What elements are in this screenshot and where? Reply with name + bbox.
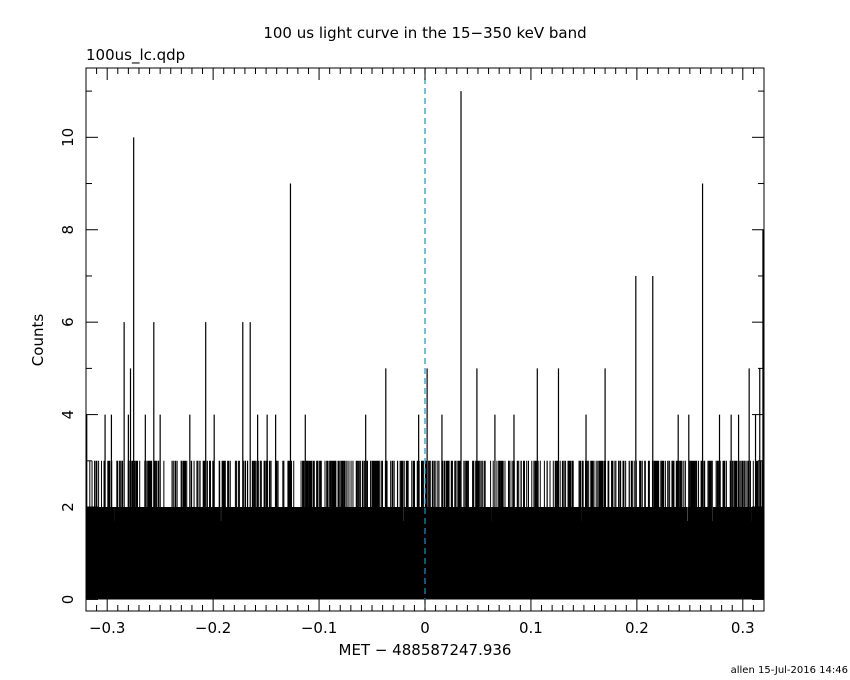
y-axis-ticks: 0 2 4 6 8 10	[59, 90, 764, 605]
y-tick-label: 6	[59, 317, 77, 327]
x-tick-label: 0.1	[519, 619, 543, 637]
chart-title: 100 us light curve in the 15−350 keV ban…	[263, 24, 586, 42]
x-tick-label: −0.1	[301, 619, 337, 637]
chart-subtitle: 100us_lc.qdp	[86, 46, 185, 65]
x-tick-label: 0.3	[731, 619, 755, 637]
x-tick-label: 0	[420, 619, 430, 637]
x-tick-label: −0.3	[89, 619, 125, 637]
footer-stamp: allen 15-Jul-2016 14:46	[731, 665, 848, 676]
x-axis-label: MET − 488587247.936	[339, 641, 512, 659]
y-tick-label: 0	[59, 595, 77, 605]
x-tick-label: 0.2	[625, 619, 649, 637]
y-tick-label: 10	[59, 128, 77, 147]
y-axis-label: Counts	[29, 314, 47, 367]
y-tick-label: 8	[59, 225, 77, 235]
y-tick-label: 4	[59, 410, 77, 420]
y-tick-label: 2	[59, 502, 77, 512]
x-axis-ticks: −0.3 −0.2 −0.1 0 0.1 0.2 0.3	[85, 68, 765, 637]
x-tick-label: −0.2	[195, 619, 231, 637]
